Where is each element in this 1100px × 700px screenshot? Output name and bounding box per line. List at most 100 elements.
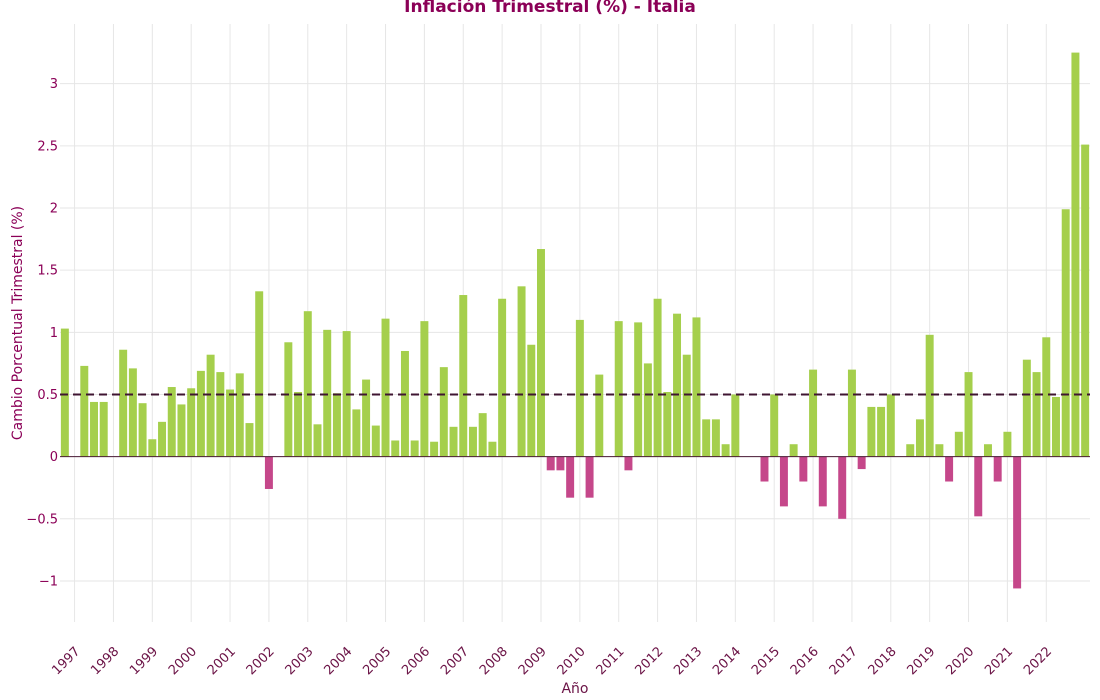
bar [847, 369, 856, 457]
bar [1052, 396, 1060, 457]
bar [983, 444, 992, 457]
bar [60, 328, 69, 457]
bar [449, 426, 458, 457]
bar [420, 321, 429, 457]
x-tick-labels: 1997 1998 1999 2000 2001 2002 2003 2004 2005 2006… [49, 644, 1055, 678]
bar [624, 456, 633, 471]
y-tick-label: 0.5 [37, 388, 58, 403]
bar [925, 334, 934, 457]
bar [235, 373, 244, 457]
x-tick-label: 2020 [943, 644, 977, 678]
x-tick-label: 2012 [632, 644, 666, 678]
grid [60, 24, 1090, 622]
bar [546, 456, 555, 471]
bar [332, 393, 341, 457]
x-tick-label: 2003 [283, 644, 317, 678]
bar [459, 295, 468, 457]
bar [1042, 337, 1051, 457]
x-tick-label: 2021 [982, 644, 1016, 678]
bar [799, 456, 808, 482]
x-tick-label: 2011 [594, 644, 628, 678]
bar [1022, 359, 1031, 457]
bar [809, 369, 818, 457]
bar [566, 456, 575, 498]
bar [206, 354, 215, 457]
bar [1061, 209, 1070, 457]
bar [245, 423, 254, 457]
bar [575, 319, 584, 457]
x-tick-label: 2000 [166, 644, 200, 678]
bar [1081, 144, 1090, 457]
bar [964, 372, 973, 457]
y-tick-label: 2.5 [37, 139, 58, 154]
bar [371, 425, 380, 457]
bar [886, 394, 895, 457]
bar [294, 392, 303, 457]
bar [537, 249, 545, 457]
bar [818, 456, 827, 507]
bar [682, 354, 691, 457]
bar [167, 387, 176, 457]
bar [556, 456, 565, 471]
bar [303, 311, 312, 457]
x-tick-label: 2007 [438, 644, 472, 678]
x-tick-label: 1997 [49, 644, 83, 678]
bar [702, 419, 711, 457]
bar [323, 329, 332, 457]
bar [945, 456, 954, 482]
bar [857, 456, 866, 470]
x-tick-label: 2017 [827, 644, 861, 678]
bar [468, 426, 477, 457]
x-tick-label: 2005 [360, 644, 394, 678]
x-tick-label: 2019 [904, 644, 938, 678]
bar [838, 456, 847, 519]
x-tick-label: 2009 [516, 644, 550, 678]
x-tick-label: 2018 [866, 644, 900, 678]
chart-title: Inflación Trimestral (%) - Italia [404, 0, 696, 17]
y-tick-label: −1 [39, 574, 58, 589]
bar [692, 317, 701, 457]
x-tick-label: 2008 [477, 644, 511, 678]
bar [187, 388, 196, 457]
bar [711, 419, 720, 457]
bar [906, 444, 915, 457]
bar [99, 401, 108, 457]
y-tick-label: 3 [50, 77, 58, 92]
bar [643, 363, 652, 457]
bar [653, 298, 662, 457]
x-tick-label: 1998 [88, 644, 122, 678]
bar [381, 318, 390, 457]
bar [993, 456, 1002, 482]
bar [915, 419, 924, 457]
y-tick-label: 2 [50, 202, 58, 217]
bar [721, 444, 730, 457]
bar [90, 401, 98, 457]
bar [614, 321, 623, 457]
bar [148, 439, 157, 457]
y-tick-label: −0.5 [26, 512, 58, 527]
bar [478, 413, 487, 457]
bar [517, 286, 526, 457]
bar [255, 291, 264, 457]
bar [1013, 456, 1022, 589]
x-tick-label: 2002 [244, 644, 278, 678]
bar [488, 441, 497, 457]
bar [974, 456, 983, 517]
bar [585, 456, 594, 498]
bar [284, 342, 293, 457]
bar [430, 441, 439, 457]
x-tick-label: 2013 [671, 644, 705, 678]
bar [498, 298, 507, 457]
bar [1003, 431, 1012, 457]
bar [867, 406, 876, 457]
x-tick-label: 2016 [788, 644, 822, 678]
bar [196, 370, 205, 457]
x-tick-label: 2022 [1021, 644, 1055, 678]
bar [177, 404, 186, 457]
bar [391, 440, 400, 457]
y-tick-labels: −1 −0.5 0 0.5 1 1.5 2 2.5 3 [26, 77, 58, 589]
bar [128, 368, 137, 457]
bar [226, 389, 235, 457]
bar [935, 444, 944, 457]
x-tick-label: 1999 [127, 644, 161, 678]
